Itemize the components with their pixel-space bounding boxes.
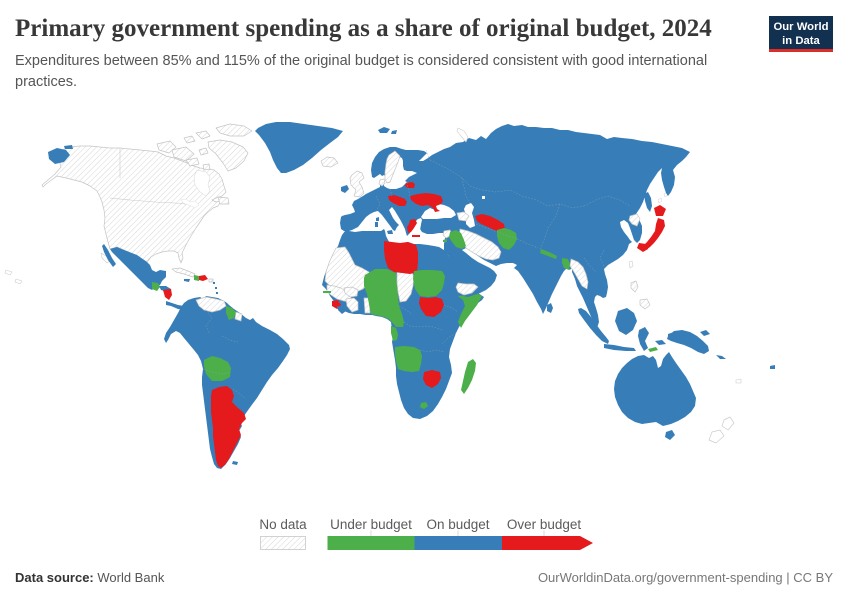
svg-text:Over budget: Over budget [507, 517, 582, 532]
svg-text:Under budget: Under budget [330, 517, 412, 532]
svg-text:No data: No data [259, 517, 307, 532]
svg-text:On budget: On budget [426, 517, 489, 532]
